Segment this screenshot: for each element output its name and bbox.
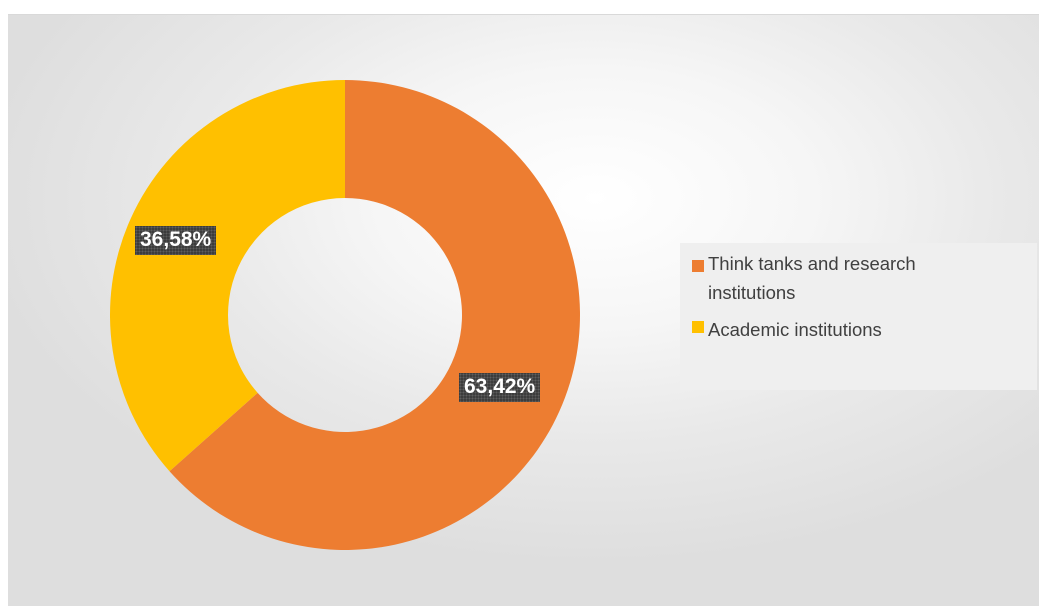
donut-chart [109, 80, 580, 550]
donut-slice-academic-institutions [109, 80, 345, 472]
legend-item-think-tanks: Think tanks and research institutions [692, 253, 1037, 307]
legend-swatch-academic-institutions [692, 321, 704, 333]
legend-item-academic-institutions: Academic institutions [692, 315, 1037, 344]
data-label-think-tanks: 63,42% [459, 373, 541, 402]
legend-swatch-think-tanks [692, 260, 704, 272]
data-label-academic-institutions: 36,58% [135, 226, 217, 255]
legend-label-think-tanks: Think tanks and research institutions [708, 253, 916, 303]
donut-slice-think-tanks [169, 80, 580, 550]
legend-label-academic-institutions: Academic institutions [708, 319, 882, 340]
legend: Think tanks and research institutions Ac… [680, 243, 1037, 390]
chart-area: 36,58% 63,42% Think tanks and research i… [8, 14, 1039, 606]
